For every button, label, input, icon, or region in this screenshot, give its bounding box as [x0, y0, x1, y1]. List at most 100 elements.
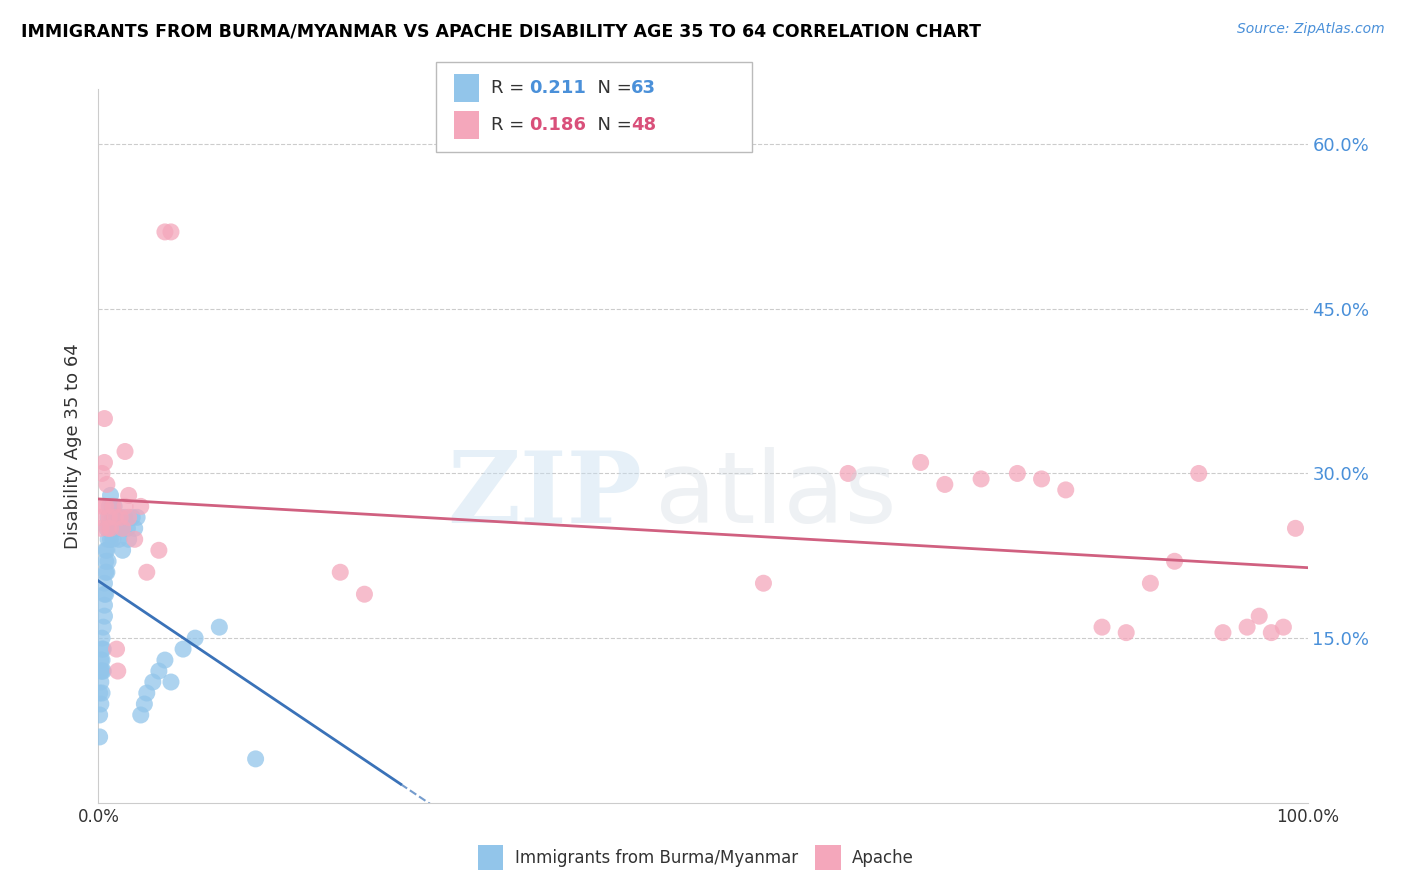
Point — [134, 697, 156, 711]
Point — [89, 510, 111, 524]
Point — [96, 566, 118, 580]
Point — [91, 664, 114, 678]
Point — [1284, 521, 1306, 535]
Point — [121, 510, 143, 524]
Point — [91, 664, 114, 678]
Text: 63: 63 — [631, 79, 657, 97]
Point — [97, 533, 120, 547]
Point — [117, 521, 139, 535]
Point — [1260, 625, 1282, 640]
Point — [129, 500, 152, 514]
Point — [108, 510, 131, 524]
Point — [98, 521, 121, 535]
Point — [108, 510, 131, 524]
Point — [127, 510, 149, 524]
Text: 0.211: 0.211 — [529, 79, 585, 97]
Point — [100, 488, 122, 502]
Point — [93, 587, 115, 601]
Point — [970, 472, 993, 486]
Point — [1272, 620, 1295, 634]
Point — [172, 642, 194, 657]
Text: ZIP: ZIP — [447, 448, 643, 544]
Point — [90, 697, 112, 711]
Point — [160, 225, 183, 239]
Point — [105, 510, 128, 524]
Point — [1115, 625, 1137, 640]
Point — [114, 444, 136, 458]
Point — [96, 521, 118, 535]
Point — [97, 554, 120, 568]
Point — [93, 411, 115, 425]
Point — [100, 521, 122, 535]
Point — [98, 510, 121, 524]
Point — [91, 631, 114, 645]
Point — [1236, 620, 1258, 634]
Text: 48: 48 — [631, 116, 657, 134]
Point — [91, 467, 114, 481]
Point — [98, 500, 121, 514]
Point — [101, 533, 124, 547]
Point — [91, 500, 114, 514]
Point — [101, 510, 124, 524]
Point — [110, 521, 132, 535]
Point — [94, 500, 117, 514]
Point — [1031, 472, 1053, 486]
Text: N =: N = — [586, 79, 638, 97]
Point — [90, 664, 112, 678]
Point — [93, 598, 115, 612]
Point — [148, 664, 170, 678]
Point — [118, 533, 141, 547]
Point — [910, 455, 932, 469]
Point — [107, 521, 129, 535]
Point — [101, 500, 124, 514]
Point — [124, 521, 146, 535]
Point — [118, 510, 141, 524]
Point — [184, 631, 207, 645]
Point — [153, 653, 176, 667]
Point — [93, 455, 115, 469]
Point — [97, 521, 120, 535]
Point — [93, 609, 115, 624]
Point — [90, 675, 112, 690]
Point — [148, 543, 170, 558]
Point — [245, 752, 267, 766]
Text: Source: ZipAtlas.com: Source: ZipAtlas.com — [1237, 22, 1385, 37]
Point — [90, 521, 112, 535]
Point — [135, 686, 157, 700]
Point — [94, 587, 117, 601]
Point — [100, 533, 122, 547]
Point — [208, 620, 231, 634]
Point — [142, 675, 165, 690]
Point — [91, 642, 114, 657]
Point — [94, 554, 117, 568]
Point — [100, 521, 122, 535]
Point — [752, 576, 775, 591]
Point — [153, 225, 176, 239]
Point — [111, 543, 134, 558]
Point — [89, 708, 111, 723]
Point — [93, 576, 115, 591]
Point — [934, 477, 956, 491]
Point — [89, 730, 111, 744]
Point — [1091, 620, 1114, 634]
Point — [1249, 609, 1271, 624]
Point — [104, 510, 127, 524]
Point — [135, 566, 157, 580]
Text: Immigrants from Burma/Myanmar: Immigrants from Burma/Myanmar — [515, 848, 797, 867]
Text: N =: N = — [586, 116, 638, 134]
Point — [124, 533, 146, 547]
Point — [104, 521, 127, 535]
Point — [160, 675, 183, 690]
Point — [94, 543, 117, 558]
Point — [100, 510, 122, 524]
Point — [90, 653, 112, 667]
Text: atlas: atlas — [655, 448, 896, 544]
Point — [100, 500, 122, 514]
Point — [89, 686, 111, 700]
Point — [105, 642, 128, 657]
Point — [96, 477, 118, 491]
Point — [1163, 554, 1185, 568]
Point — [1007, 467, 1029, 481]
Point — [91, 686, 114, 700]
Point — [1054, 483, 1077, 497]
